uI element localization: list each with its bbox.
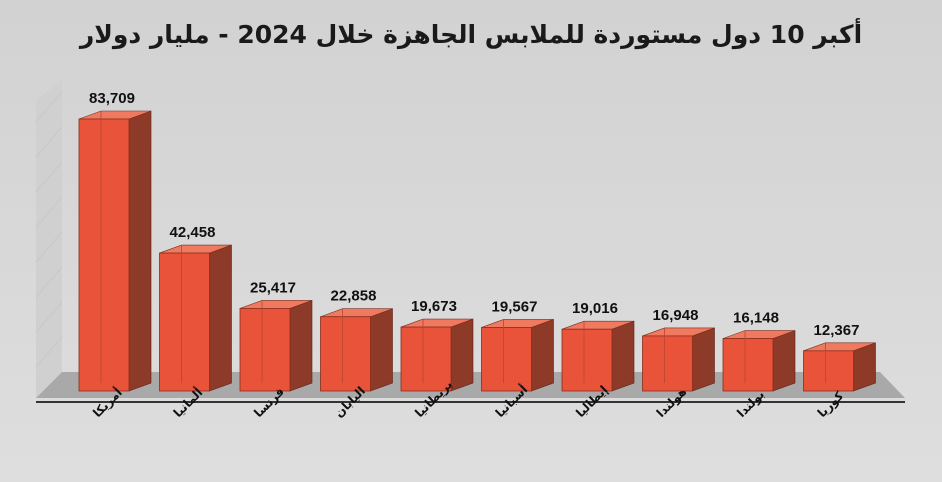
wall-gridline — [35, 161, 63, 193]
value-label: 16,948 — [653, 307, 699, 324]
bar-2 — [159, 244, 232, 392]
value-labels: 83,709 42,458 25,417 22,858 19,673 19,567 19,0… — [89, 90, 859, 339]
bar-9 — [722, 330, 796, 392]
bar-front — [400, 326, 452, 392]
value-label: 25,417 — [250, 279, 296, 296]
bar-front — [803, 350, 854, 392]
bar-side — [370, 308, 393, 392]
wall-gridline — [35, 91, 63, 123]
value-label: 83,709 — [89, 90, 135, 107]
bar-side — [611, 320, 635, 392]
wall-gridline — [35, 336, 63, 368]
bars — [78, 110, 876, 392]
bar-4 — [320, 308, 393, 392]
bar-front — [642, 335, 693, 392]
wall-gridline — [35, 301, 63, 333]
bar-front — [239, 308, 291, 392]
bar-8 — [642, 327, 715, 392]
bar-1 — [78, 110, 152, 392]
bar-side — [531, 318, 554, 392]
value-label: 22,858 — [331, 288, 377, 305]
bar-3 — [239, 299, 313, 392]
bar-side — [692, 327, 715, 392]
plot-wall — [36, 80, 62, 398]
bar-front — [78, 118, 130, 392]
value-label: 42,458 — [170, 224, 216, 241]
bar-5 — [400, 318, 474, 392]
wall-gridline — [35, 231, 63, 263]
value-label: 16,148 — [733, 310, 779, 327]
bar-front — [481, 327, 532, 392]
bar-side — [853, 342, 876, 392]
chart-title: أكبر 10 دول مستوردة للملابس الجاهزة خلال… — [79, 20, 863, 49]
bar-front — [159, 252, 210, 392]
value-label: 12,367 — [814, 322, 860, 339]
bar-front — [561, 328, 613, 392]
value-label: 19,567 — [492, 298, 538, 315]
bar-side — [772, 330, 796, 392]
value-label: 19,673 — [411, 298, 457, 315]
wall-gridline — [35, 196, 63, 228]
wall-gridline — [35, 266, 63, 298]
wall-gridline — [35, 126, 63, 158]
bar-7 — [561, 320, 635, 392]
bar-side — [450, 318, 474, 392]
bar-front — [320, 316, 371, 392]
value-label: 19,016 — [572, 300, 618, 317]
bar-side — [209, 244, 232, 392]
bar-10 — [803, 342, 876, 392]
bar-side — [289, 299, 313, 392]
bar-6 — [481, 318, 554, 392]
bar-side — [128, 110, 152, 392]
bar-front — [722, 338, 774, 392]
